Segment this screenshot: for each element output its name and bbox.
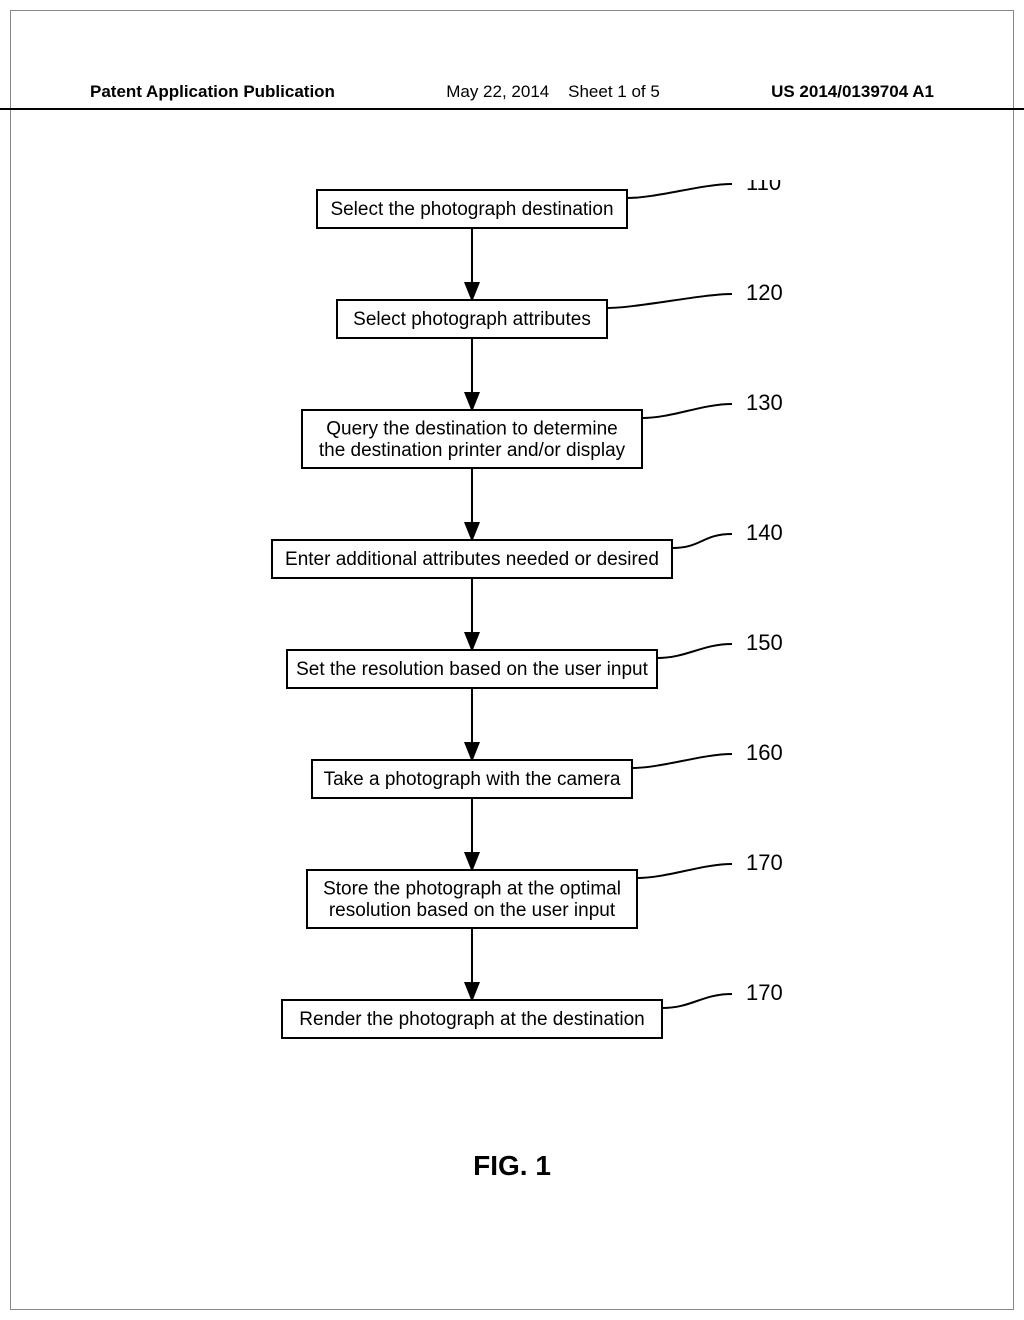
ref-number: 150 <box>746 630 783 655</box>
flow-node: Select the photograph destination 110 <box>317 180 781 228</box>
figure-caption: FIG. 1 <box>0 1150 1024 1182</box>
flow-node: Store the photograph at the optimalresol… <box>307 850 783 928</box>
ref-number: 160 <box>746 740 783 765</box>
flow-node: Enter additional attributes needed or de… <box>272 520 783 578</box>
flow-node-text: the destination printer and/or display <box>319 440 626 461</box>
figure-container: Select the photograph destination110Sele… <box>0 180 1024 1182</box>
flowchart-svg: Select the photograph destination110Sele… <box>132 180 892 1120</box>
flow-node-text: Enter additional attributes needed or de… <box>285 549 659 570</box>
publication-label: Patent Application Publication <box>90 82 335 102</box>
ref-number: 170 <box>746 980 783 1005</box>
flow-node: Render the photograph at the destination… <box>282 980 783 1038</box>
ref-leader <box>632 754 732 768</box>
ref-number: 130 <box>746 390 783 415</box>
flow-node-text: Select photograph attributes <box>353 309 591 330</box>
ref-number: 110 <box>746 180 781 195</box>
flow-node-text: Render the photograph at the destination <box>299 1009 644 1030</box>
flow-node-text: Set the resolution based on the user inp… <box>296 659 648 680</box>
page: Patent Application Publication May 22, 2… <box>0 0 1024 1320</box>
publication-date-sheet: May 22, 2014 Sheet 1 of 5 <box>446 82 660 102</box>
flow-node: Set the resolution based on the user inp… <box>287 630 783 688</box>
flow-node-text: Store the photograph at the optimal <box>323 878 621 899</box>
ref-number: 120 <box>746 280 783 305</box>
ref-number: 170 <box>746 850 783 875</box>
publication-date: May 22, 2014 <box>446 82 549 101</box>
publication-number: US 2014/0139704 A1 <box>771 82 934 102</box>
flow-node: Select photograph attributes 120 <box>337 280 783 338</box>
flow-node-text: Query the destination to determine <box>326 418 618 439</box>
patent-header: Patent Application Publication May 22, 2… <box>0 82 1024 110</box>
ref-number: 140 <box>746 520 783 545</box>
ref-leader <box>627 184 732 198</box>
flow-node-text: Select the photograph destination <box>330 199 613 220</box>
ref-leader <box>637 864 732 878</box>
ref-leader <box>672 534 732 548</box>
sheet-number: Sheet 1 of 5 <box>568 82 660 101</box>
header-row: Patent Application Publication May 22, 2… <box>90 82 934 102</box>
ref-leader <box>662 994 732 1008</box>
flow-node-text: Take a photograph with the camera <box>324 769 621 790</box>
ref-leader <box>642 404 732 418</box>
ref-leader <box>607 294 732 308</box>
ref-leader <box>657 644 732 658</box>
flow-node: Query the destination to determinethe de… <box>302 390 783 468</box>
flow-node-text: resolution based on the user input <box>329 900 616 921</box>
flow-node: Take a photograph with the camera 160 <box>312 740 783 798</box>
